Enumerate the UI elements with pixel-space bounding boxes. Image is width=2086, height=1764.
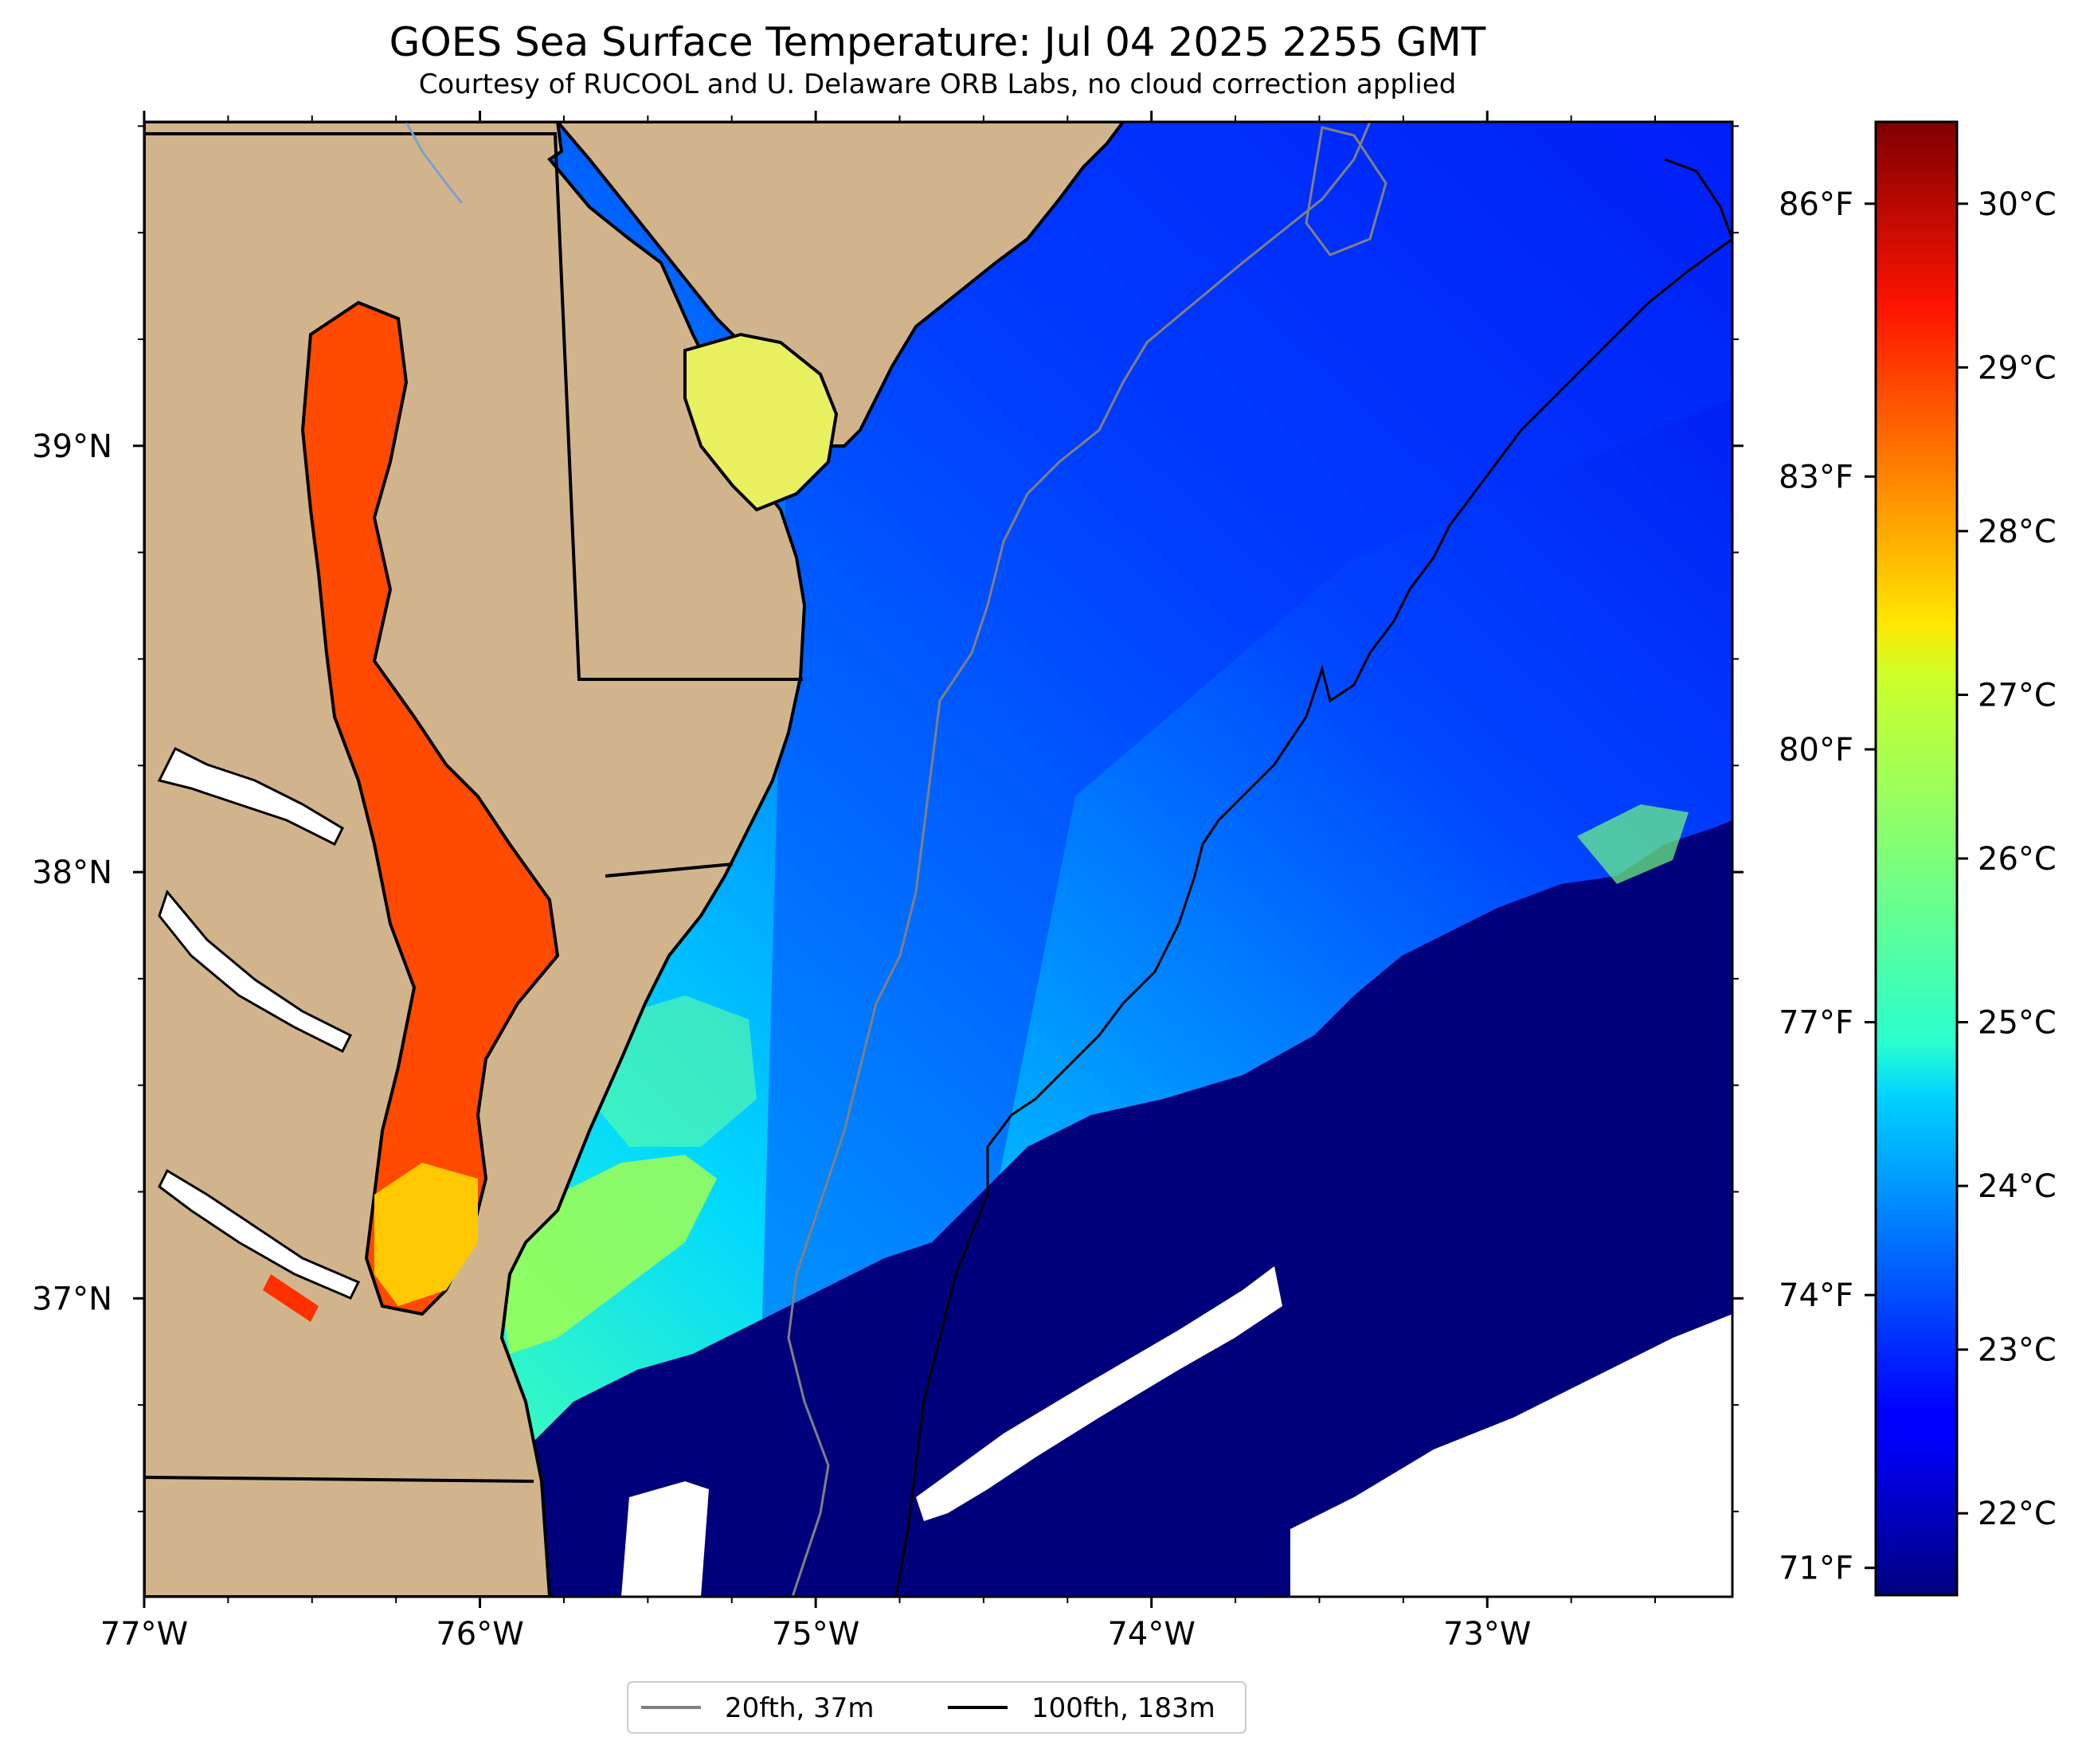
legend-label-20fth: 20fth, 37m (725, 1692, 875, 1724)
legend-label-100fth: 100fth, 183m (1031, 1692, 1215, 1724)
legend-box (627, 1681, 1247, 1734)
cold-water-mass (518, 820, 1732, 1597)
rappahannock-river (158, 889, 353, 1054)
latitude-ticks: 39°N 38°N 37°N (32, 125, 1744, 1512)
susquehanna-river (405, 122, 464, 204)
colorbar-c-label: 22°C (1978, 1496, 2057, 1532)
isobath-100fth (894, 158, 1732, 1597)
lon-tick-label: 75°W (772, 1616, 859, 1653)
longitude-ticks: 77°W 76°W 75°W 74°W 73°W (100, 111, 1657, 1653)
colorbar-gradient (1874, 120, 1959, 1597)
lat-tick-label: 38°N (32, 855, 112, 891)
lon-tick-label: 74°W (1107, 1616, 1195, 1653)
map-frame (143, 120, 1734, 1598)
colorbar-f-label: 86°F (1779, 186, 1853, 223)
offshore-warm-eddy (1577, 804, 1689, 884)
md-de-border (144, 132, 803, 681)
isobath-20fth (787, 122, 1372, 1597)
potomac-river (157, 746, 344, 847)
chart-subtitle: Courtesy of RUCOOL and U. Delaware ORB L… (419, 68, 1457, 100)
colorbar-c-label: 23°C (1978, 1332, 2057, 1369)
no-data-area-1 (916, 1266, 1282, 1521)
colorbar: 22°C 23°C 24°C 25°C 26°C 27°C 28°C 29°C 30°C 71°… (1779, 120, 2057, 1597)
colorbar-c-label: 29°C (1978, 350, 2057, 386)
colorbar-f-label: 77°F (1779, 1005, 1853, 1042)
lon-tick-label: 76°W (436, 1616, 523, 1653)
colorbar-c-label: 24°C (1978, 1168, 2057, 1205)
colorbar-fahrenheit-ticks: 71°F 74°F 77°F 80°F 83°F 86°F (1779, 186, 1876, 1587)
chart-title: GOES Sea Surface Temperature: Jul 04 202… (389, 19, 1486, 65)
no-data-area-2 (1290, 1314, 1732, 1597)
offshore-cool-band (757, 122, 1732, 1513)
lat-tick-label: 39°N (32, 428, 112, 465)
lat-tick-label: 37°N (32, 1281, 112, 1317)
james-river (158, 1168, 361, 1300)
colorbar-f-label: 80°F (1779, 732, 1853, 769)
colorbar-c-label: 27°C (1978, 677, 2057, 714)
colorbar-c-label: 30°C (1978, 186, 2057, 223)
isobath-legend: 20fth, 37m 100fth, 183m (627, 1681, 1247, 1734)
river-warm-pixels (263, 1274, 319, 1322)
map-panel (144, 122, 1732, 1597)
colorbar-c-label: 26°C (1978, 841, 2057, 878)
colorbar-c-label: 28°C (1978, 514, 2057, 550)
colorbar-f-label: 74°F (1779, 1277, 1853, 1314)
colorbar-f-label: 83°F (1779, 459, 1853, 495)
md-va-border (605, 862, 734, 878)
new-jersey-land (555, 122, 1125, 448)
lon-tick-label: 77°W (100, 1616, 188, 1653)
delaware-bay (683, 332, 839, 512)
no-data-area-3 (621, 1481, 709, 1597)
isobath-20fth-loop (1305, 126, 1387, 256)
chesapeake-mouth-warm (374, 1163, 478, 1306)
colorbar-c-label: 25°C (1978, 1005, 2057, 1042)
colorbar-f-label: 71°F (1779, 1551, 1853, 1587)
va-nc-border (144, 1476, 534, 1483)
lon-tick-label: 73°W (1443, 1616, 1531, 1653)
colorbar-celsius-ticks: 22°C 23°C 24°C 25°C 26°C 27°C 28°C 29°C 30°C (1957, 186, 2057, 1532)
